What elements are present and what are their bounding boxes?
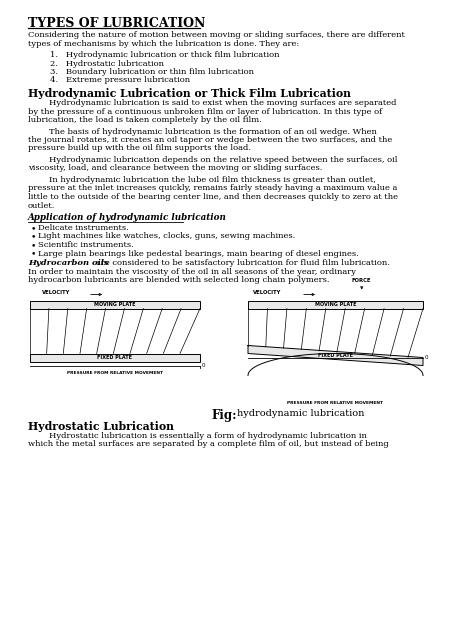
Text: by the pressure of a continuous unbroken film or layer of lubrication. In this t: by the pressure of a continuous unbroken…: [28, 107, 382, 116]
Text: Hydrocarbon oils: Hydrocarbon oils: [28, 259, 109, 267]
Text: viscosity, load, and clearance between the moving or sliding surfaces.: viscosity, load, and clearance between t…: [28, 164, 322, 173]
Text: •: •: [31, 241, 36, 250]
Text: Application of hydrodynamic lubrication: Application of hydrodynamic lubrication: [28, 213, 227, 222]
Text: Fig:: Fig:: [211, 408, 237, 422]
Text: which the metal surfaces are separated by a complete film of oil, but instead of: which the metal surfaces are separated b…: [28, 440, 389, 448]
Text: TYPES OF LUBRICATION: TYPES OF LUBRICATION: [28, 17, 205, 30]
Text: Hydrostatic Lubrication: Hydrostatic Lubrication: [28, 420, 174, 432]
Text: In order to maintain the viscosity of the oil in all seasons of the year, ordina: In order to maintain the viscosity of th…: [28, 267, 356, 276]
Text: Hydrodynamic lubrication is said to exist when the moving surfaces are separated: Hydrodynamic lubrication is said to exis…: [28, 99, 396, 107]
Text: Scientific instruments.: Scientific instruments.: [38, 241, 134, 249]
Text: 0: 0: [425, 355, 428, 360]
Text: MOVING PLATE: MOVING PLATE: [94, 302, 136, 307]
Text: lubrication, the load is taken completely by the oil film.: lubrication, the load is taken completel…: [28, 116, 262, 124]
Text: 4.   Extreme pressure lubrication: 4. Extreme pressure lubrication: [50, 76, 190, 85]
Text: Light machines like watches, clocks, guns, sewing machines.: Light machines like watches, clocks, gun…: [38, 233, 295, 241]
Text: PRESSURE FROM RELATIVE MOVEMENT: PRESSURE FROM RELATIVE MOVEMENT: [288, 401, 383, 404]
Text: Considering the nature of motion between moving or sliding surfaces, there are d: Considering the nature of motion between…: [28, 31, 405, 39]
Text: the journal rotates, it creates an oil taper or wedge between the two surfaces, : the journal rotates, it creates an oil t…: [28, 136, 392, 144]
Text: FIXED PLATE: FIXED PLATE: [318, 353, 353, 358]
Text: are considered to be satisfactory lubrication for fluid film lubrication.: are considered to be satisfactory lubric…: [96, 259, 390, 267]
Text: MOVING PLATE: MOVING PLATE: [315, 302, 356, 307]
Text: FORCE: FORCE: [352, 277, 372, 283]
Bar: [248, 300, 423, 308]
Polygon shape: [248, 346, 423, 365]
Text: Delicate instruments.: Delicate instruments.: [38, 224, 129, 232]
Text: •: •: [31, 233, 36, 241]
Text: 0: 0: [202, 363, 206, 368]
Text: The basis of hydrodynamic lubrication is the formation of an oil wedge. When: The basis of hydrodynamic lubrication is…: [28, 128, 377, 135]
Text: 1.   Hydrodynamic lubrication or thick film lubrication: 1. Hydrodynamic lubrication or thick fil…: [50, 51, 280, 59]
Bar: [30, 353, 200, 362]
Text: Hydrostatic lubrication is essentially a form of hydrodynamic lubrication in: Hydrostatic lubrication is essentially a…: [28, 432, 367, 439]
Text: 2.   Hydrostatic lubrication: 2. Hydrostatic lubrication: [50, 59, 164, 68]
Text: FIXED PLATE: FIXED PLATE: [98, 355, 133, 360]
Bar: [30, 300, 200, 308]
Text: pressure at the inlet increases quickly, remains fairly steady having a maximum : pressure at the inlet increases quickly,…: [28, 185, 397, 193]
Text: PRESSURE FROM RELATIVE MOVEMENT: PRESSURE FROM RELATIVE MOVEMENT: [67, 370, 163, 375]
Text: hydrocarbon lubricants are blended with selected long chain polymers.: hydrocarbon lubricants are blended with …: [28, 276, 329, 284]
Text: 3.   Boundary lubrication or thin film lubrication: 3. Boundary lubrication or thin film lub…: [50, 68, 254, 76]
Text: types of mechanisms by which the lubrication is done. They are:: types of mechanisms by which the lubrica…: [28, 39, 299, 47]
Text: Hydrodynamic Lubrication or Thick Film Lubrication: Hydrodynamic Lubrication or Thick Film L…: [28, 88, 351, 99]
Text: hydrodynamic lubrication: hydrodynamic lubrication: [237, 408, 365, 418]
Text: VELOCITY: VELOCITY: [42, 291, 70, 296]
Text: Hydrodynamic lubrication depends on the relative speed between the surfaces, oil: Hydrodynamic lubrication depends on the …: [28, 156, 398, 164]
Text: little to the outside of the bearing center line, and then decreases quickly to : little to the outside of the bearing cen…: [28, 193, 398, 201]
Text: Large plain bearings like pedestal bearings, main bearing of diesel engines.: Large plain bearings like pedestal beari…: [38, 250, 359, 257]
Text: outlet.: outlet.: [28, 202, 55, 209]
Text: •: •: [31, 250, 36, 258]
Text: VELOCITY: VELOCITY: [253, 291, 282, 296]
Text: In hydrodynamic lubrication the lube oil film thickness is greater than outlet,: In hydrodynamic lubrication the lube oil…: [28, 176, 376, 184]
Text: pressure build up with the oil film supports the load.: pressure build up with the oil film supp…: [28, 145, 251, 152]
Text: •: •: [31, 224, 36, 233]
